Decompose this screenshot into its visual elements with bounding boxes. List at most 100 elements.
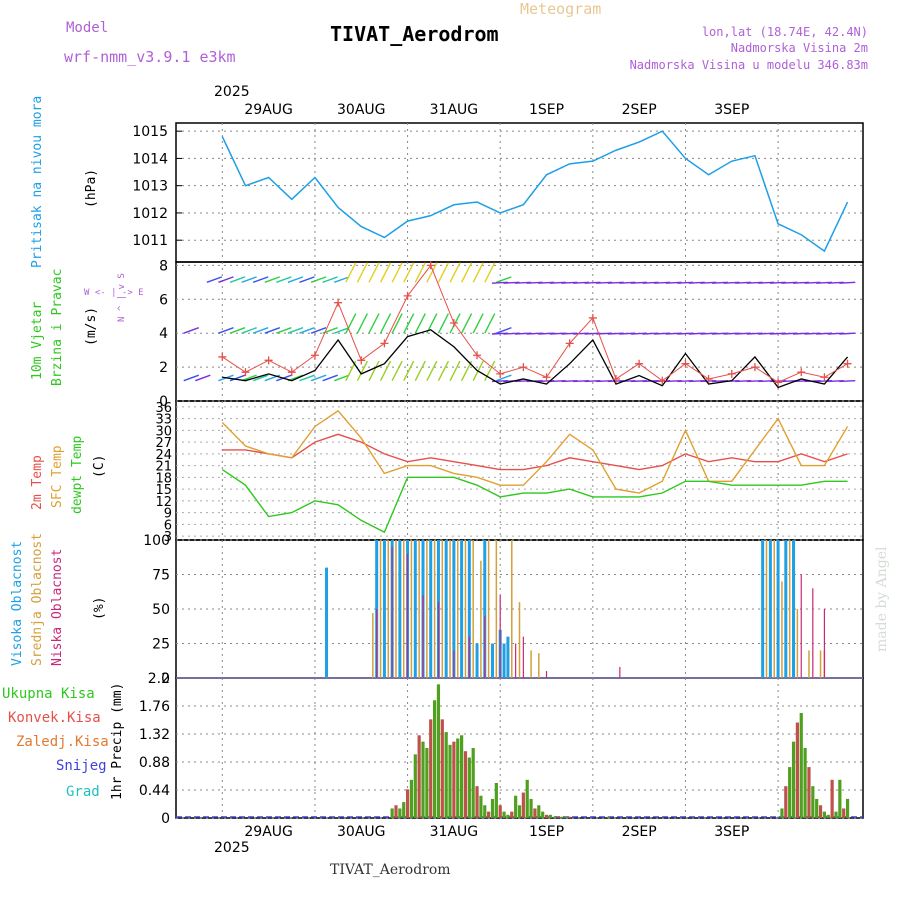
cloud-unit: (%): [92, 596, 107, 620]
mid-cloud-bar: [765, 540, 768, 678]
mid-cloud-bar: [796, 609, 799, 678]
wind-direction-arrow: [484, 313, 496, 334]
precip-bar: [784, 786, 788, 818]
high-cloud-label: Visoka Oblacnost: [10, 540, 25, 666]
wind-direction-arrow: [184, 277, 199, 282]
precip-bar: [560, 816, 564, 818]
low-cloud-bar: [515, 643, 517, 678]
precip-legend-frz: Zaledj.Kisa: [16, 734, 109, 750]
precip-bar: [452, 741, 456, 818]
wind-direction-arrow: [496, 327, 512, 334]
cloud-tick-label: 100: [143, 533, 170, 549]
wind-direction-arrow: [437, 313, 450, 334]
precip-bar: [502, 811, 506, 818]
wind-gust-marker: [334, 298, 343, 307]
precip-bar: [795, 722, 799, 818]
high-cloud-bar: [452, 540, 456, 678]
wind-direction-arrow: [252, 374, 269, 382]
temp-tick-label: 12: [155, 495, 172, 510]
wind-gust-marker: [635, 359, 644, 368]
pressure-unit: (hPa): [84, 168, 99, 208]
wind-direction-arrow: [241, 374, 257, 382]
precip-legend-hail: Grad: [66, 784, 100, 800]
wind-direction-arrow: [310, 276, 327, 283]
wind-gust-marker: [727, 369, 736, 378]
low-cloud-bar: [619, 666, 621, 678]
wind-direction-arrow: [379, 262, 392, 283]
wind-direction-arrow: [310, 327, 327, 334]
wind-direction-arrow: [472, 313, 484, 334]
wind-direction-arrow: [356, 262, 369, 283]
wind-direction-arrow: [218, 276, 234, 283]
low-cloud-bar: [391, 546, 393, 678]
wind-direction-arrow: [437, 360, 450, 381]
mid-cloud-bar: [538, 653, 540, 678]
bottom-x-tick-label: 2SEP: [622, 824, 657, 840]
precip-bar: [494, 783, 498, 818]
wind-gust-marker: [426, 261, 435, 270]
high-cloud-bar: [483, 540, 487, 678]
mid-cloud-bar: [773, 540, 775, 678]
wind-gust-marker: [241, 368, 250, 377]
mid-cloud-bar: [387, 540, 390, 678]
high-cloud-bar: [325, 567, 329, 678]
precip-bar: [556, 816, 560, 818]
high-cloud-bar: [502, 643, 506, 678]
high-cloud-bar: [444, 540, 448, 678]
wind-gust-marker: [357, 356, 366, 365]
precip-bar: [529, 798, 533, 818]
precip-bar: [456, 738, 460, 818]
wind-direction-arrow: [334, 276, 350, 283]
precip-bar: [436, 684, 441, 818]
sfc-temp-label: SFC Temp: [50, 445, 65, 508]
wind-direction-arrow: [229, 327, 246, 334]
temp-tick-label: 33: [155, 413, 172, 428]
precip-bar: [815, 798, 819, 818]
low-cloud-bar: [437, 602, 440, 678]
precip-tick-label: 1.32: [139, 727, 170, 743]
precip-bar: [799, 713, 803, 818]
mid-cloud-bar: [418, 540, 420, 678]
pressure-title: Pritisak na nivou mora: [30, 95, 45, 268]
precip-bar: [444, 732, 448, 818]
precip-bar: [467, 757, 471, 818]
wind-direction-arrow: [484, 360, 496, 381]
high-cloud-bar: [382, 540, 386, 678]
wind-gust-marker: [496, 369, 505, 378]
high-cloud-bar: [776, 540, 780, 678]
wind-unit: (m/s): [84, 306, 99, 346]
temp2m-line: [222, 433, 848, 471]
precip-bar: [537, 805, 541, 818]
wind-direction-arrow: [391, 360, 403, 381]
wind-gust-marker: [681, 359, 690, 368]
low-cloud-bar: [812, 588, 814, 678]
wind-direction-arrow: [414, 360, 426, 381]
low-cloud-bar: [422, 595, 424, 678]
wind-gust-marker: [797, 368, 806, 377]
bottom-x-tick-label: 1SEP: [529, 824, 564, 840]
precip-bar: [525, 779, 529, 818]
wind-direction-arrow: [403, 262, 415, 283]
high-cloud-bar: [467, 540, 471, 678]
wind-direction-arrow: [276, 276, 292, 283]
precip-tick-label: 2.2: [148, 671, 170, 687]
wind-direction-arrow: [391, 262, 403, 283]
wind-gust-marker: [264, 356, 273, 365]
precip-bar: [483, 805, 487, 818]
mid-cloud-label: Srednja Oblacnost: [30, 532, 45, 666]
low-cloud-bar: [376, 609, 378, 678]
bottom-x-tick-label: 3SEP: [714, 824, 749, 840]
wind-gust-marker: [310, 351, 319, 360]
high-cloud-bar: [475, 643, 479, 678]
wind-gust-marker: [611, 374, 620, 383]
precip-bar: [544, 814, 549, 818]
mid-cloud-bar: [808, 650, 810, 678]
precip-bar: [394, 805, 398, 818]
pressure-tick-label: 1015: [132, 124, 168, 140]
precip-bar: [479, 795, 483, 818]
wind-direction-arrow: [287, 276, 304, 283]
wind-gust-marker: [750, 363, 759, 372]
high-cloud-bar: [398, 540, 402, 678]
precip-bar: [811, 786, 815, 818]
precip-bar: [498, 805, 502, 818]
